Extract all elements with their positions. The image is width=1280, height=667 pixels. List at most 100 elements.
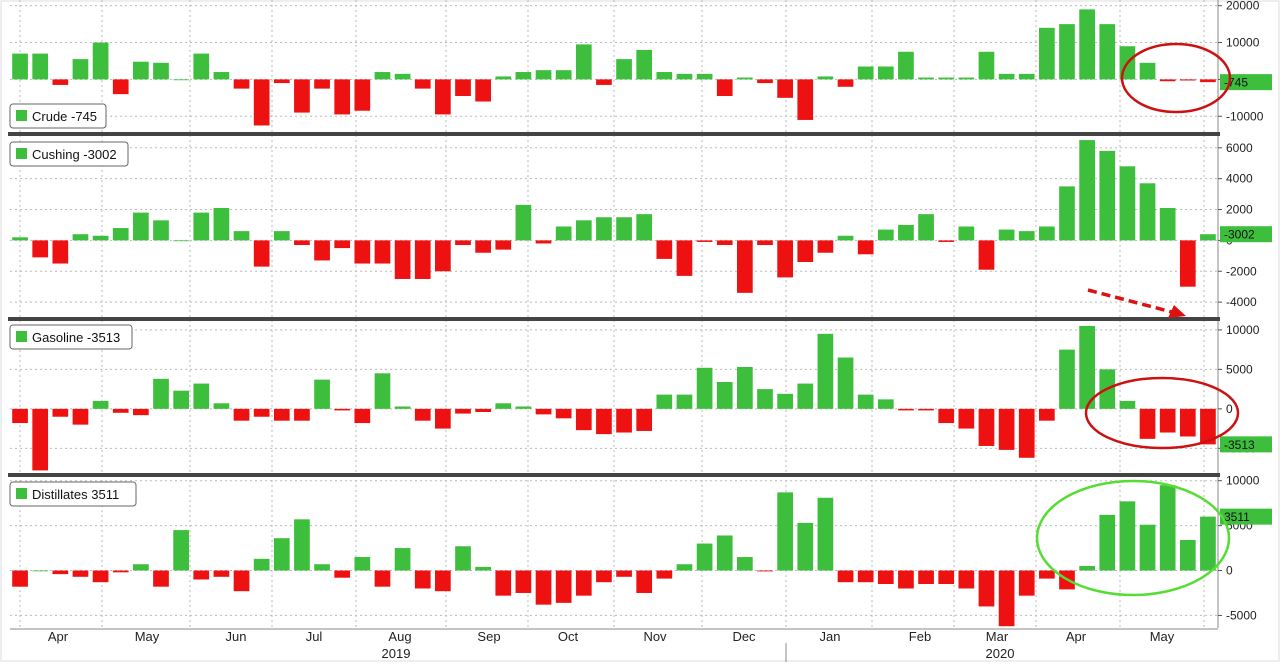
bar bbox=[656, 394, 673, 409]
bar bbox=[233, 408, 250, 421]
bar bbox=[898, 408, 914, 411]
bar bbox=[52, 79, 69, 85]
bar bbox=[636, 214, 653, 241]
bar bbox=[92, 235, 109, 241]
bar bbox=[414, 240, 431, 279]
y-tick-label: 10000 bbox=[1226, 323, 1260, 337]
x-month-label: May bbox=[135, 629, 160, 644]
bar bbox=[294, 79, 310, 113]
last-value-label: -3513 bbox=[1224, 438, 1255, 452]
bar bbox=[133, 212, 149, 241]
bar bbox=[92, 570, 109, 583]
bar bbox=[1159, 485, 1176, 571]
bar bbox=[334, 79, 351, 115]
y-tick-label: 0 bbox=[1226, 564, 1233, 578]
bar bbox=[1139, 183, 1156, 241]
bar bbox=[1099, 150, 1116, 241]
bar bbox=[998, 73, 1015, 80]
bar bbox=[555, 408, 572, 419]
y-tick-label: -2000 bbox=[1226, 264, 1257, 278]
last-value-tag bbox=[1220, 74, 1272, 91]
bar bbox=[475, 79, 491, 102]
bar bbox=[233, 231, 250, 241]
x-year-label: 2019 bbox=[382, 646, 411, 661]
bar bbox=[1139, 524, 1156, 571]
bar bbox=[857, 240, 874, 255]
bar bbox=[1119, 166, 1136, 241]
bar bbox=[696, 240, 713, 242]
panel-separator bbox=[8, 317, 1220, 321]
bar bbox=[898, 224, 914, 241]
y-tick-label: -4000 bbox=[1226, 295, 1257, 309]
bar bbox=[1059, 349, 1075, 409]
bar bbox=[495, 240, 512, 250]
x-month-label: Jan bbox=[820, 629, 841, 644]
bar bbox=[797, 522, 814, 571]
bar bbox=[857, 66, 874, 80]
bar bbox=[817, 240, 834, 253]
bar bbox=[777, 492, 793, 571]
bar bbox=[354, 557, 371, 571]
bar bbox=[92, 42, 109, 80]
bar bbox=[193, 383, 210, 409]
bar bbox=[253, 558, 270, 571]
legend-box bbox=[9, 481, 137, 507]
last-value-tag bbox=[1220, 436, 1272, 453]
bar bbox=[294, 240, 310, 246]
bar bbox=[575, 570, 592, 596]
y-tick-label: 10000 bbox=[1226, 36, 1260, 50]
bar bbox=[737, 77, 753, 80]
bar bbox=[133, 61, 149, 80]
legend-label: Distillates 3511 bbox=[32, 487, 119, 502]
bar bbox=[978, 570, 995, 607]
bar bbox=[616, 59, 632, 80]
bar bbox=[455, 408, 471, 414]
bar bbox=[72, 408, 89, 425]
last-value-tag bbox=[1220, 226, 1272, 243]
bar bbox=[394, 240, 411, 279]
bar bbox=[1018, 408, 1035, 458]
bar bbox=[435, 408, 451, 429]
bar bbox=[374, 373, 391, 409]
bar bbox=[133, 564, 149, 571]
bar bbox=[676, 73, 693, 80]
x-month-label: May bbox=[1150, 629, 1175, 644]
legend-swatch bbox=[16, 110, 27, 121]
bar bbox=[616, 408, 632, 433]
bar bbox=[1200, 234, 1216, 241]
bar bbox=[616, 570, 632, 577]
bar bbox=[1059, 186, 1075, 241]
last-value-tag bbox=[1220, 508, 1272, 525]
bar bbox=[32, 240, 49, 258]
bar bbox=[273, 408, 290, 421]
x-month-label: Sep bbox=[477, 629, 500, 644]
bar bbox=[797, 79, 814, 120]
bar bbox=[435, 79, 451, 115]
bar bbox=[414, 570, 431, 589]
bar bbox=[1039, 27, 1055, 80]
bar bbox=[253, 408, 270, 417]
bar bbox=[716, 382, 733, 409]
bar bbox=[1200, 516, 1216, 571]
bar bbox=[656, 240, 673, 259]
bar bbox=[656, 72, 673, 80]
bar bbox=[213, 403, 230, 409]
bar bbox=[32, 408, 49, 471]
bar bbox=[173, 240, 189, 242]
bar bbox=[757, 240, 773, 246]
bar bbox=[354, 240, 371, 264]
bar bbox=[817, 333, 834, 409]
bar bbox=[575, 44, 592, 80]
bar bbox=[696, 543, 713, 571]
bar bbox=[435, 240, 451, 272]
y-tick-label: 4000 bbox=[1226, 172, 1253, 186]
bar bbox=[998, 570, 1015, 627]
bar bbox=[1039, 570, 1055, 579]
bar bbox=[495, 570, 512, 596]
bar bbox=[656, 570, 673, 579]
bar bbox=[596, 217, 612, 241]
bar bbox=[958, 408, 975, 429]
bar bbox=[596, 570, 612, 583]
